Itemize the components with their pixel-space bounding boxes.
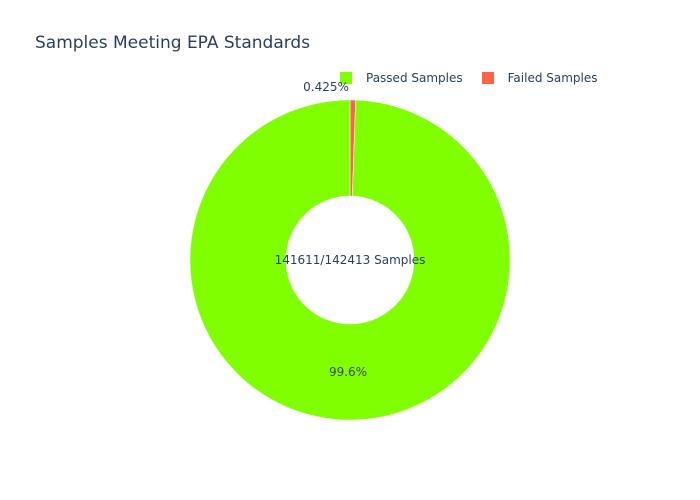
slice-label-passed: 99.6% [329, 365, 367, 379]
center-label: 141611/142413 Samples [275, 253, 426, 267]
slice-passed[interactable] [189, 99, 511, 421]
legend-item-failed[interactable]: Failed Samples [481, 71, 598, 85]
legend-swatch-failed [481, 72, 494, 84]
legend: Passed Samples Failed Samples [340, 71, 617, 85]
legend-swatch-passed [340, 72, 352, 84]
legend-label-passed: Passed Samples [366, 71, 463, 85]
slice-label-failed: 0.425% [303, 80, 349, 94]
chart-title: Samples Meeting EPA Standards [35, 33, 311, 53]
legend-item-passed[interactable]: Passed Samples [340, 71, 463, 85]
slices-layer [189, 99, 511, 421]
legend-label-failed: Failed Samples [507, 71, 598, 85]
labels-layer: 141611/142413 Samples 0.425% 99.6% [275, 80, 426, 379]
